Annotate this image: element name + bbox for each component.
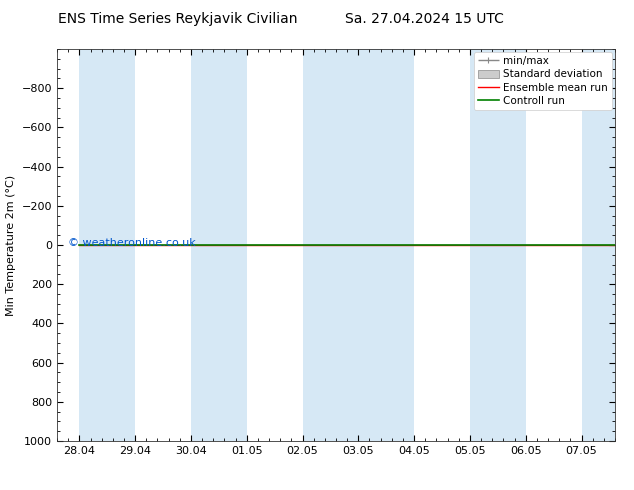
Y-axis label: Min Temperature 2m (°C): Min Temperature 2m (°C) xyxy=(6,174,16,316)
Bar xyxy=(302,49,414,441)
Legend: min/max, Standard deviation, Ensemble mean run, Controll run: min/max, Standard deviation, Ensemble me… xyxy=(474,52,612,110)
Bar xyxy=(191,49,247,441)
Text: Sa. 27.04.2024 15 UTC: Sa. 27.04.2024 15 UTC xyxy=(346,12,504,26)
Bar xyxy=(470,49,526,441)
Text: ENS Time Series Reykjavik Civilian: ENS Time Series Reykjavik Civilian xyxy=(58,12,297,26)
Bar xyxy=(79,49,135,441)
Bar xyxy=(581,49,615,441)
Text: © weatheronline.co.uk: © weatheronline.co.uk xyxy=(68,238,196,248)
